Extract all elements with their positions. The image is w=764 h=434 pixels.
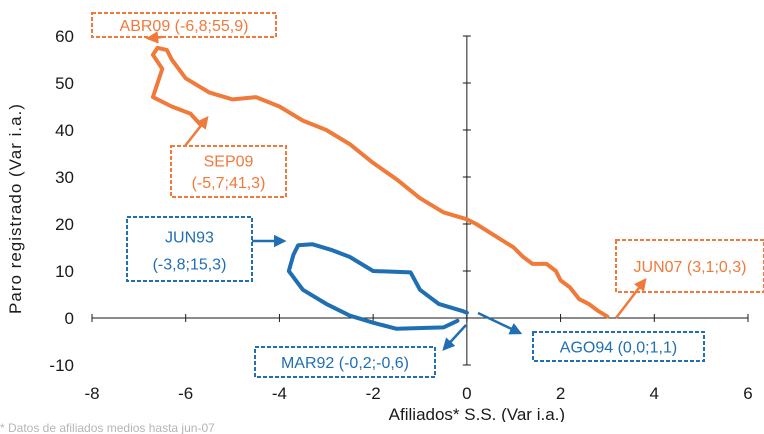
footnote: * Datos de afiliados medios hasta jun-07 — [0, 421, 215, 434]
chart: -8 -6 -4 -2 0 2 4 6 -10 0 10 20 30 40 50 60 Afiliados* S… — [6, 12, 764, 422]
x-tick-label: 2 — [556, 384, 565, 403]
annotation-arrow — [145, 31, 163, 44]
annotation-label: (-3,8;15,3) — [153, 256, 227, 273]
x-tick-label: -4 — [272, 384, 287, 403]
annotation-arrow — [184, 116, 209, 147]
annotation-label: JUN07 (3,1;0,3) — [634, 259, 747, 276]
annotation-label: SEP09 — [204, 153, 254, 170]
x-tick-label: 6 — [743, 384, 752, 403]
x-tick-label: -6 — [178, 384, 193, 403]
annotation-arrow — [477, 311, 523, 335]
annotation-arrow — [615, 278, 647, 319]
annotation-arrow — [442, 324, 467, 351]
annotation-label: ABR09 (-6,8;55,9) — [120, 18, 249, 35]
x-axis-title: Afiliados* S.S. (Var i.a.) — [389, 405, 565, 422]
x-tick-label: -2 — [366, 384, 381, 403]
y-tick-label: 50 — [55, 74, 74, 93]
annotation-label: MAR92 (-0,2;-0,6) — [281, 355, 409, 372]
y-tick-label: 30 — [55, 168, 74, 187]
y-axis-title: Paro registrado (Var i.a.) — [6, 103, 25, 314]
y-tick-label: -10 — [49, 356, 74, 375]
annotation-box — [254, 346, 436, 378]
y-tick-label: 60 — [55, 27, 74, 46]
x-tick-label: 0 — [462, 384, 471, 403]
y-tick-label: 40 — [55, 121, 74, 140]
annotation-label: JUN93 — [165, 230, 214, 247]
annotation-box — [170, 145, 287, 198]
annotation-box — [126, 216, 253, 282]
annotation-box — [532, 331, 705, 362]
annotation-box — [91, 12, 277, 38]
series-line-1 — [286, 242, 469, 331]
y-tick-label: 0 — [65, 309, 74, 328]
annotation-label: AGO94 (0,0;1,1) — [560, 340, 677, 357]
y-tick-label: 10 — [55, 262, 74, 281]
y-tick-label: 20 — [55, 215, 74, 234]
x-tick-label: 4 — [650, 384, 659, 403]
series-line-0 — [150, 45, 610, 319]
annotation-label: (-5,7;41,3) — [192, 175, 266, 192]
x-tick-label: -8 — [84, 384, 99, 403]
